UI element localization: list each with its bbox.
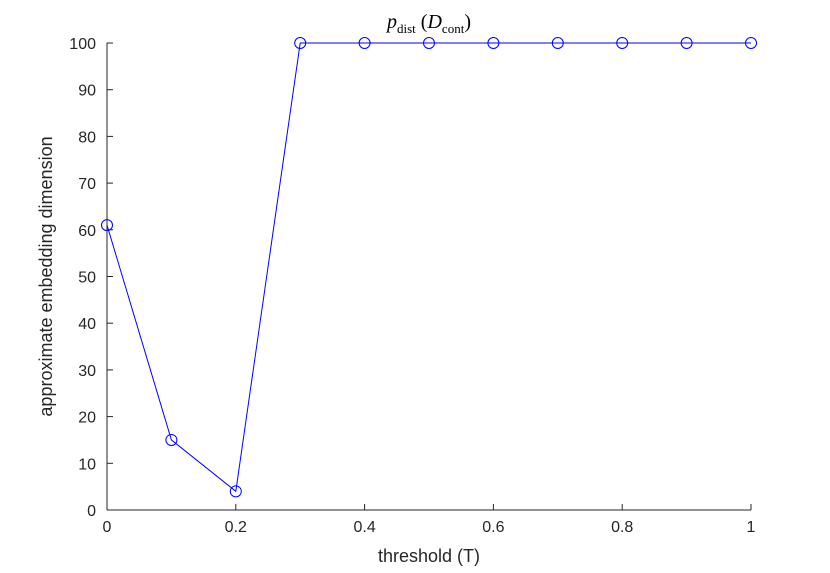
y-tick-label: 60 [78,223,96,240]
title-symbol: p [385,11,397,33]
data-point [101,219,113,232]
axes [106,43,751,511]
title-arg-subscript: cont [442,21,465,36]
title-arg-symbol: D [426,11,442,33]
data-point [487,37,500,49]
y-tick-label: 30 [78,363,96,380]
data-point [294,37,307,49]
data-point [358,37,371,49]
title-open-paren: ( [421,11,428,33]
y-tick-label: 20 [78,410,96,427]
data-point [165,433,178,446]
y-tick-label: 50 [78,270,96,287]
y-tick-label: 40 [78,316,96,333]
series [101,37,757,498]
x-tick-label: 0.8 [611,519,633,536]
y-ticks: 0 10 20 30 40 50 60 70 80 90 100 [69,36,113,520]
x-tick-label: 0.6 [482,519,504,536]
x-tick-label: 0 [103,519,112,536]
title-close-paren: ) [464,11,471,33]
x-tick-label: 0.2 [225,519,247,536]
data-point [616,37,629,49]
y-axis-label: approximate embedding dimension [36,136,56,416]
data-point [229,485,242,498]
x-axis-label: threshold (T) [378,546,480,566]
data-point [680,37,693,49]
data-point [551,37,564,49]
x-tick-label: 0.4 [353,519,375,536]
y-tick-label: 90 [78,83,96,100]
y-tick-label: 0 [87,503,96,520]
data-point [423,37,435,49]
x-tick-label: 1 [747,519,756,536]
y-tick-label: 10 [78,456,96,473]
data-point [745,37,757,49]
x-ticks: 0 0.2 0.4 0.6 0.8 1 [103,504,756,536]
y-tick-label: 80 [78,129,96,146]
title-symbol-subscript: dist [397,21,416,36]
y-tick-label: 100 [69,36,96,53]
series-line [106,42,751,493]
y-tick-label: 70 [78,176,96,193]
chart-title: pdist (Dcont) [385,11,471,36]
